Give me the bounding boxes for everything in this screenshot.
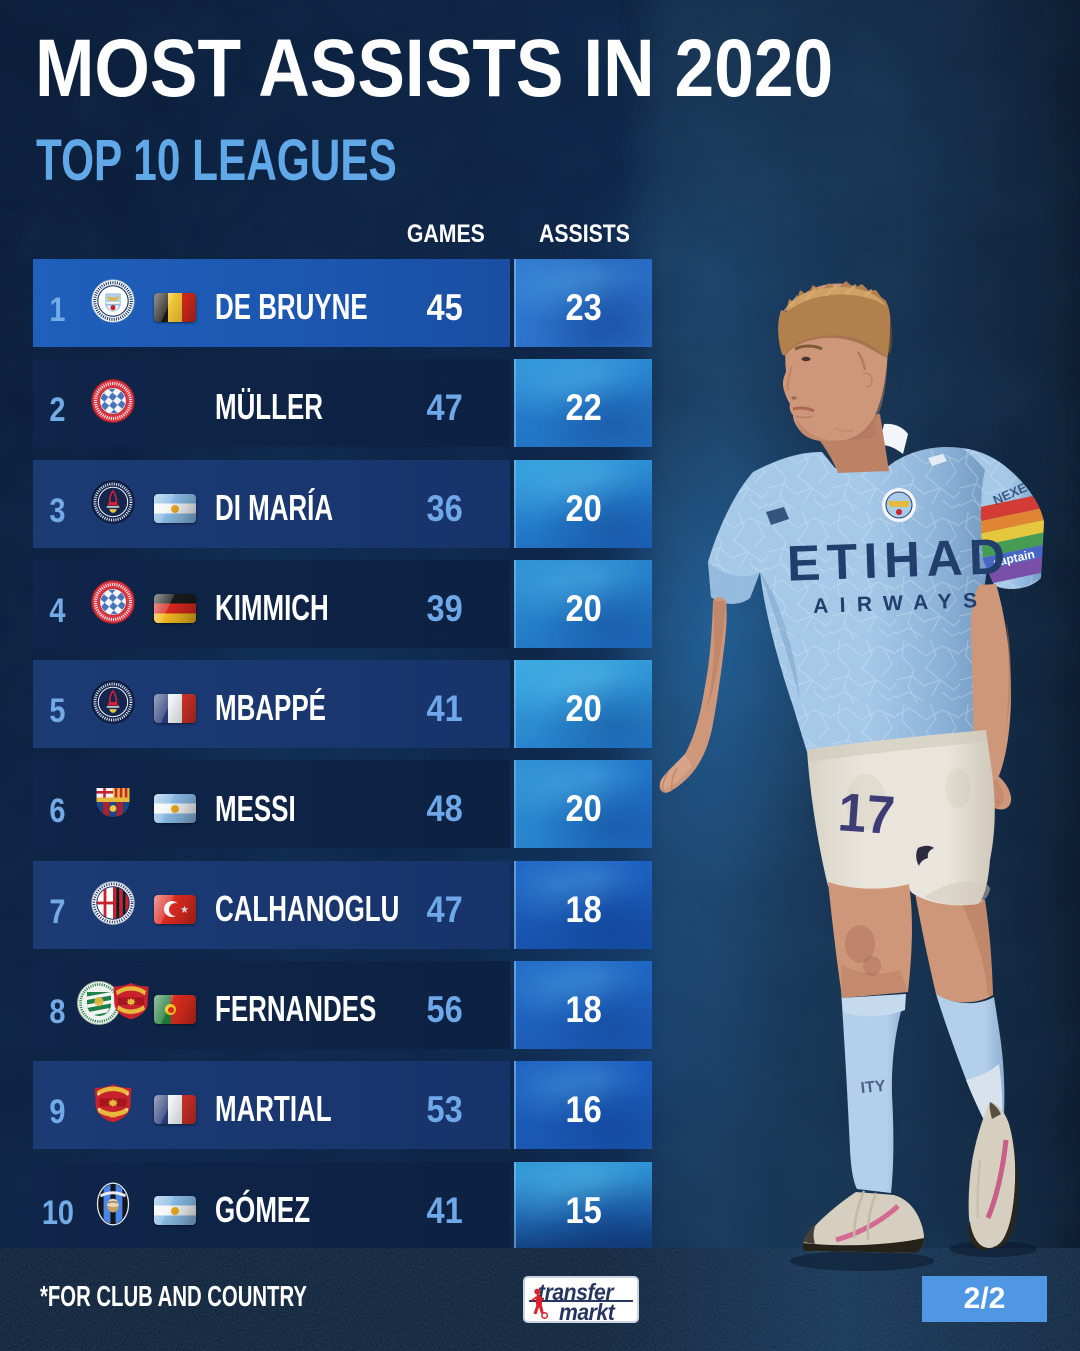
svg-text:ITY: ITY xyxy=(860,1078,887,1098)
svg-text:17: 17 xyxy=(836,783,896,847)
svg-text:ETIHAD: ETIHAD xyxy=(786,528,1006,592)
